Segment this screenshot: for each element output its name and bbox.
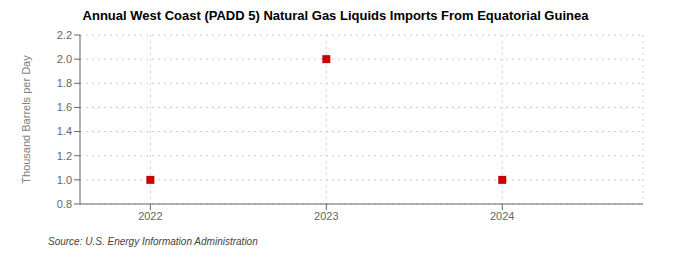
svg-text:1.8: 1.8 (57, 77, 72, 89)
svg-text:2.2: 2.2 (57, 29, 72, 41)
html-text:Source: U.S. Energy Informatio: Source: U.S. Energy Information Administ… (48, 236, 258, 247)
svg-text:1.4: 1.4 (57, 125, 72, 137)
svg-text:2.0: 2.0 (57, 53, 72, 65)
svg-text:1.6: 1.6 (57, 101, 72, 113)
svg-text:2024: 2024 (490, 210, 514, 222)
svg-text:1.0: 1.0 (57, 174, 72, 186)
svg-text:1.2: 1.2 (57, 150, 72, 162)
html-text:Annual West Coast (PADD 5) Nat: Annual West Coast (PADD 5) Natural Gas L… (82, 8, 589, 23)
svg-text:2023: 2023 (314, 210, 338, 222)
svg-text:0.8: 0.8 (57, 198, 72, 210)
svg-text:Thousand Barrels per Day: Thousand Barrels per Day (20, 55, 32, 184)
svg-text:2022: 2022 (138, 210, 162, 222)
